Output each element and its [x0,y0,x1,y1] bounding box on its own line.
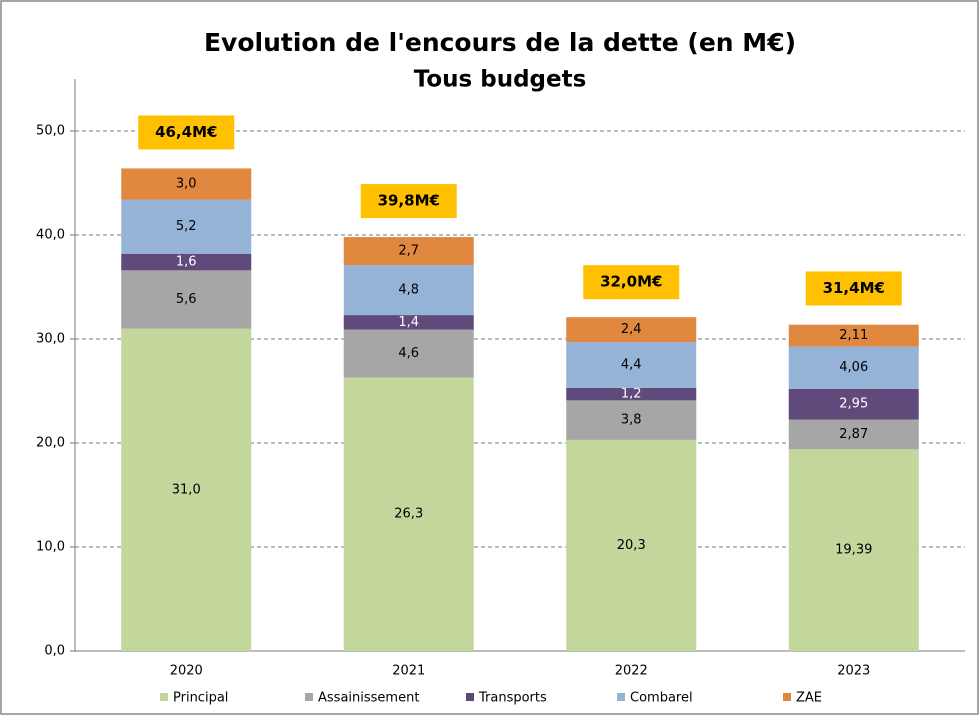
value-label: 1,6 [176,255,197,270]
total-box [360,184,457,219]
y-tick-label: 20,0 [36,436,65,451]
legend-swatch [160,693,168,701]
bar-segment [343,377,474,651]
chart-subtitle: Tous budgets [414,67,587,93]
legend-label: Combarel [630,691,693,706]
bar-segment [788,346,919,389]
bar-segment [343,315,474,330]
bar-segment [343,237,474,266]
legend-label: ZAE [796,691,822,706]
bar-segment [566,439,697,651]
chart-title: Evolution de l'encours de la dette (en M… [204,28,796,57]
value-label: 1,2 [621,387,642,402]
value-label: 4,8 [398,283,419,298]
legend-swatch [305,693,313,701]
value-label: 5,2 [176,219,197,234]
bar-segment [566,387,697,401]
bar-segment [788,324,919,347]
total-label: 32,0M€ [600,273,662,291]
value-label: 2,7 [398,244,419,259]
y-tick-label: 30,0 [36,332,65,347]
legend-label: Principal [173,691,228,706]
value-label: 2,95 [839,397,868,412]
y-tick-label: 0,0 [44,644,65,659]
value-label: 3,8 [621,413,642,428]
total-label: 46,4M€ [155,123,217,141]
x-tick-label: 2021 [392,664,425,679]
total-label: 39,8M€ [378,192,440,210]
bar-segment [121,270,252,329]
bar-segment [788,388,919,420]
y-tick-label: 50,0 [36,124,65,139]
value-label: 31,0 [172,482,201,497]
bar-segment [566,342,697,388]
total-box [138,115,235,150]
legend-swatch [466,693,474,701]
x-tick-label: 2020 [170,664,203,679]
value-label: 4,4 [621,358,642,373]
x-tick-label: 2022 [615,664,648,679]
value-label: 3,0 [176,177,197,192]
x-tick-label: 2023 [837,664,870,679]
total-box [583,265,680,300]
value-label: 1,4 [398,315,419,330]
value-label: 2,87 [839,427,868,442]
value-label: 26,3 [394,507,423,522]
y-tick-label: 10,0 [36,540,65,555]
total-box [805,271,902,306]
bar-segment [121,168,252,200]
total-label: 31,4M€ [823,279,885,297]
bar-segment [566,400,697,440]
bar-segment [788,449,919,651]
legend-label: Transports [478,691,547,706]
value-label: 20,3 [617,538,646,553]
value-label: 2,11 [839,328,868,343]
bar-segment [788,419,919,450]
bar-segment [566,317,697,343]
value-label: 2,4 [621,322,642,337]
value-label: 19,39 [835,543,872,558]
bar-segment [121,199,252,254]
value-label: 5,6 [176,292,197,307]
bar-segment [343,265,474,316]
bar-segment [121,328,252,651]
value-label: 4,06 [839,360,868,375]
bar-segment [343,329,474,378]
legend-label: Assainissement [318,691,419,706]
y-tick-label: 40,0 [36,228,65,243]
legend-swatch [617,693,625,701]
value-label: 4,6 [398,346,419,361]
legend-swatch [783,693,791,701]
bar-segment [121,253,252,271]
